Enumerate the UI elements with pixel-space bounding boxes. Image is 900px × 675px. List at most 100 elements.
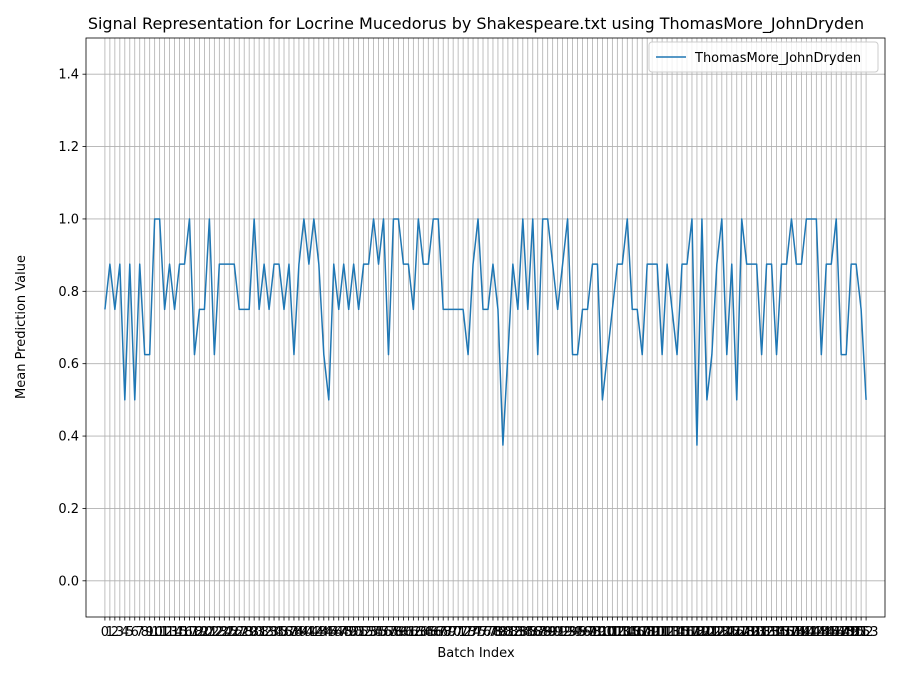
x-tick-label: 78 <box>485 625 502 640</box>
x-tick-label: 150 <box>839 625 864 640</box>
x-tick-label: 82 <box>505 625 522 640</box>
x-tick-label: 46 <box>325 625 342 640</box>
x-tick-label: 90 <box>544 625 561 640</box>
x-tick-label: 38 <box>286 625 303 640</box>
x-tick-label: 22 <box>206 625 223 640</box>
x-tick-label: 63 <box>410 625 427 640</box>
x-tick-label: 30 <box>246 625 263 640</box>
x-tick-label: 20 <box>196 625 213 640</box>
x-tick-label: 14 <box>166 625 183 640</box>
x-tick-label: 8 <box>141 625 149 640</box>
y-tick-label: 1.0 <box>58 212 79 227</box>
x-tick-label: 11 <box>151 625 168 640</box>
x-tick-label: 23 <box>211 625 228 640</box>
x-tick-label: 75 <box>470 625 487 640</box>
x-tick-label: 144 <box>809 625 834 640</box>
x-tick-label: 67 <box>430 625 447 640</box>
x-tick-label: 130 <box>739 625 764 640</box>
x-tick-label: 18 <box>186 625 203 640</box>
x-tick-label: 103 <box>605 625 630 640</box>
x-tick-label: 3 <box>116 625 124 640</box>
x-tick-label: 133 <box>754 625 779 640</box>
x-tick-label: 121 <box>694 625 719 640</box>
x-tick-label: 106 <box>620 625 645 640</box>
y-tick-label: 0.6 <box>58 357 79 372</box>
x-tick-label: 104 <box>610 625 635 640</box>
legend-box <box>648 41 879 73</box>
x-tick-label: 110 <box>640 625 665 640</box>
x-tick-label: 107 <box>625 625 650 640</box>
x-tick-label: 135 <box>764 625 789 640</box>
x-tick-label: 112 <box>650 625 675 640</box>
x-tick-label: 115 <box>665 625 690 640</box>
x-tick-label: 79 <box>490 625 507 640</box>
x-tick-label: 119 <box>685 625 710 640</box>
x-tick-label: 91 <box>549 625 566 640</box>
x-tick-label: 69 <box>440 625 457 640</box>
x-tick-label: 74 <box>465 625 482 640</box>
y-ticks: 0.0 0.2 0.4 0.6 0.8 1.0 1.2 1.4 <box>58 68 86 589</box>
x-tick-label: 86 <box>524 625 541 640</box>
y-tick-label: 0.0 <box>58 574 79 589</box>
x-tick-label: 113 <box>655 625 680 640</box>
x-tick-label: 142 <box>799 625 824 640</box>
x-tick-label: 153 <box>854 625 879 640</box>
x-tick-label: 50 <box>345 625 362 640</box>
x-tick-label: 28 <box>236 625 253 640</box>
x-tick-label: 29 <box>241 625 258 640</box>
x-tick-label: 148 <box>829 625 854 640</box>
x-tick-label: 0 <box>101 625 109 640</box>
x-tick-label: 60 <box>395 625 412 640</box>
x-tick-label: 54 <box>365 625 382 640</box>
grid-layer <box>86 38 885 617</box>
x-tick-label: 26 <box>226 625 243 640</box>
series-layer <box>104 218 867 446</box>
x-tick-label: 34 <box>266 625 283 640</box>
x-tick-label: 51 <box>350 625 367 640</box>
x-tick-label: 56 <box>375 625 392 640</box>
x-tick-label: 73 <box>460 625 477 640</box>
x-tick-label: 132 <box>749 625 774 640</box>
x-tick-label: 100 <box>590 625 615 640</box>
x-tick-label: 7 <box>136 625 144 640</box>
x-tick-label: 143 <box>804 625 829 640</box>
x-tick-label: 99 <box>589 625 606 640</box>
x-tick-label: 138 <box>779 625 804 640</box>
x-tick-label: 109 <box>635 625 660 640</box>
x-tick-label: 80 <box>495 625 512 640</box>
x-tick-label: 70 <box>445 625 462 640</box>
x-tick-label: 114 <box>660 625 685 640</box>
x-tick-label: 117 <box>675 625 700 640</box>
x-tick-label: 53 <box>360 625 377 640</box>
x-tick-label: 44 <box>316 625 333 640</box>
x-tick-label: 16 <box>176 625 193 640</box>
x-tick-label: 59 <box>390 625 407 640</box>
x-tick-label: 124 <box>709 625 734 640</box>
x-tick-label: 123 <box>704 625 729 640</box>
x-tick-label: 146 <box>819 625 844 640</box>
x-tick-label: 6 <box>131 625 139 640</box>
x-tick-label: 92 <box>554 625 571 640</box>
x-tick-label: 83 <box>510 625 527 640</box>
x-tick-label: 137 <box>774 625 799 640</box>
x-tick-label: 136 <box>769 625 794 640</box>
x-tick-label: 116 <box>670 625 695 640</box>
x-tick-label: 149 <box>834 625 859 640</box>
x-tick-label: 81 <box>500 625 517 640</box>
x-tick-label: 128 <box>729 625 754 640</box>
x-tick-label: 42 <box>306 625 323 640</box>
x-tick-label: 72 <box>455 625 472 640</box>
x-tick-label: 139 <box>784 625 809 640</box>
x-tick-label: 2 <box>111 625 119 640</box>
x-tick-label: 65 <box>420 625 437 640</box>
x-tick-label: 120 <box>690 625 715 640</box>
x-tick-label: 12 <box>156 625 173 640</box>
x-tick-label: 17 <box>181 625 198 640</box>
x-tick-label: 84 <box>515 625 532 640</box>
x-tick-label: 36 <box>276 625 293 640</box>
x-tick-label: 48 <box>335 625 352 640</box>
x-tick-label: 41 <box>301 625 318 640</box>
x-ticks: 0123456789101112131415161718192021222324… <box>101 617 879 640</box>
x-tick-label: 105 <box>615 625 640 640</box>
x-tick-label: 47 <box>330 625 347 640</box>
